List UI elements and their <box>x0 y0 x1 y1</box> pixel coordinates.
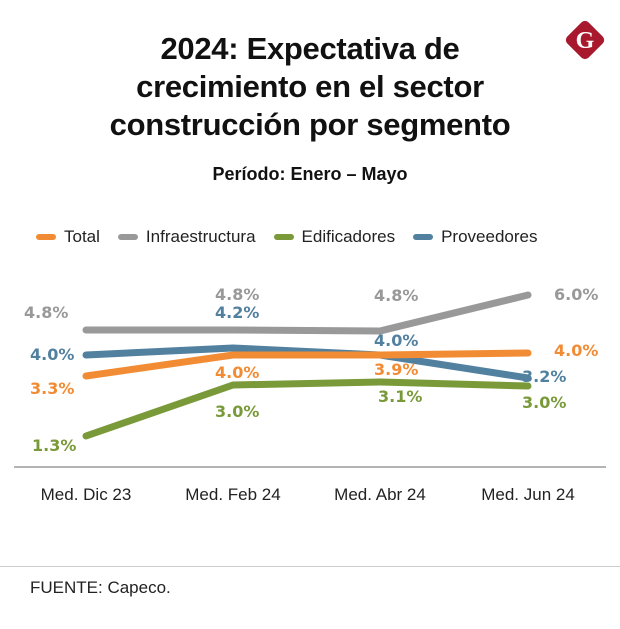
data-label: 4.0% <box>215 363 259 382</box>
legend-item: Proveedores <box>413 227 537 247</box>
data-label: 3.1% <box>378 387 422 406</box>
chart-subtitle: Período: Enero – Mayo <box>212 164 408 184</box>
legend-label: Proveedores <box>441 227 538 246</box>
series-line-edificadores <box>82 378 532 440</box>
series-line-total <box>82 349 532 380</box>
line-chart: Med. Dic 23 Med. Feb 24 Med. Abr 24 Med. Ju… <box>14 285 606 504</box>
title-line: construcción por segmento <box>109 107 511 142</box>
brand-logo-icon: G <box>565 20 605 60</box>
data-label: 3.0% <box>215 402 259 421</box>
legend-swatch <box>273 234 294 240</box>
data-label: 4.0% <box>554 341 598 360</box>
data-label: 4.0% <box>30 345 74 364</box>
data-label: 4.8% <box>24 303 68 322</box>
x-tick-label: Med. Jun 24 <box>481 485 575 504</box>
data-label: 3.0% <box>522 393 566 412</box>
source-note: FUENTE: Capeco. <box>30 578 171 597</box>
chart-title: 2024: Expectativa de crecimiento en el s… <box>0 30 620 144</box>
data-label: 3.3% <box>30 379 74 398</box>
legend-item: Total <box>36 227 100 247</box>
x-tick-label: Med. Abr 24 <box>334 485 426 504</box>
legend-item: Edificadores <box>273 227 396 247</box>
logo-letter: G <box>576 28 595 54</box>
data-label: 4.2% <box>215 303 259 322</box>
footer-divider <box>0 566 620 567</box>
title-line: crecimiento en el sector <box>136 69 484 104</box>
legend-swatch <box>36 234 56 240</box>
data-label: 4.0% <box>374 331 418 350</box>
data-label: 1.3% <box>32 436 76 455</box>
x-tick-label: Med. Dic 23 <box>41 485 132 504</box>
chart-legend: Total Infraestructura Edificadores Proveedo… <box>36 227 555 247</box>
legend-label: Edificadores <box>301 227 396 246</box>
series-line-infraestructura <box>82 291 532 335</box>
legend-label: Total <box>64 227 100 246</box>
data-label: 4.8% <box>215 285 259 304</box>
title-line: 2024: Expectativa de <box>160 31 460 66</box>
data-label: 3.2% <box>522 367 566 386</box>
data-label: 6.0% <box>554 285 598 304</box>
legend-label: Infraestructura <box>145 227 256 246</box>
legend-item: Infraestructura <box>117 227 256 247</box>
legend-swatch <box>413 234 434 240</box>
x-tick-label: Med. Feb 24 <box>185 485 280 504</box>
legend-swatch <box>117 234 138 240</box>
data-label: 3.9% <box>374 360 418 379</box>
data-label: 4.8% <box>374 286 418 305</box>
